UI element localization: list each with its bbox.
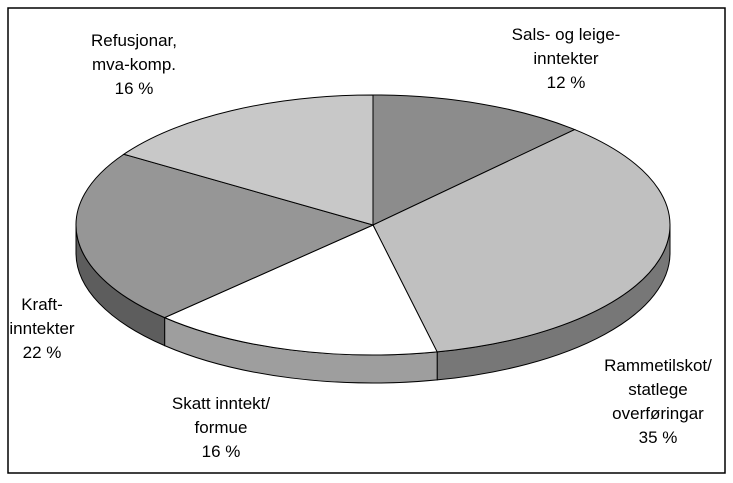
- pie-slice: [163, 224, 438, 356]
- slice-label: Rammetilskot/statlege overføringar 35 %: [604, 356, 712, 447]
- slice-value-label: 35 %: [639, 428, 678, 447]
- slice-value-label: 22 %: [23, 343, 62, 362]
- slice-label-line: statlege: [628, 380, 688, 399]
- slice-label-line: Skatt inntekt/: [172, 394, 271, 413]
- slice-label-line: mva-komp.: [92, 55, 176, 74]
- slice-label: Sals- og leige-inntekter 12 %: [512, 25, 621, 92]
- slice-label: Kraft-inntekter 22 %: [9, 295, 75, 362]
- slice-label-line: Kraft-: [21, 295, 63, 314]
- labels: Sals- og leige-inntekter 12 % Rammetilskot…: [9, 25, 712, 461]
- slice-label: Refusjonar, mva-komp. 16 %: [91, 31, 177, 98]
- slice-label-line: formue: [195, 418, 248, 437]
- slice-label-line: overføringar: [612, 404, 704, 423]
- slice-label-line: Refusjonar,: [91, 31, 177, 50]
- slice-value-label: 12 %: [547, 73, 586, 92]
- slice-label-line: inntekter: [533, 49, 599, 68]
- pie-slice: [75, 153, 375, 319]
- slice-label-line: Rammetilskot/: [604, 356, 712, 375]
- slice-value-label: 16 %: [202, 442, 241, 461]
- pie-slice: [372, 129, 671, 353]
- slice-label: Skatt inntekt/formue 16 %: [172, 394, 271, 461]
- slice-label-line: Sals- og leige-: [512, 25, 621, 44]
- slice-value-label: 16 %: [115, 79, 154, 98]
- pie-slice: [372, 94, 576, 226]
- pie-slice: [122, 94, 374, 226]
- pie: [75, 94, 671, 384]
- slice-label-line: inntekter: [9, 319, 75, 338]
